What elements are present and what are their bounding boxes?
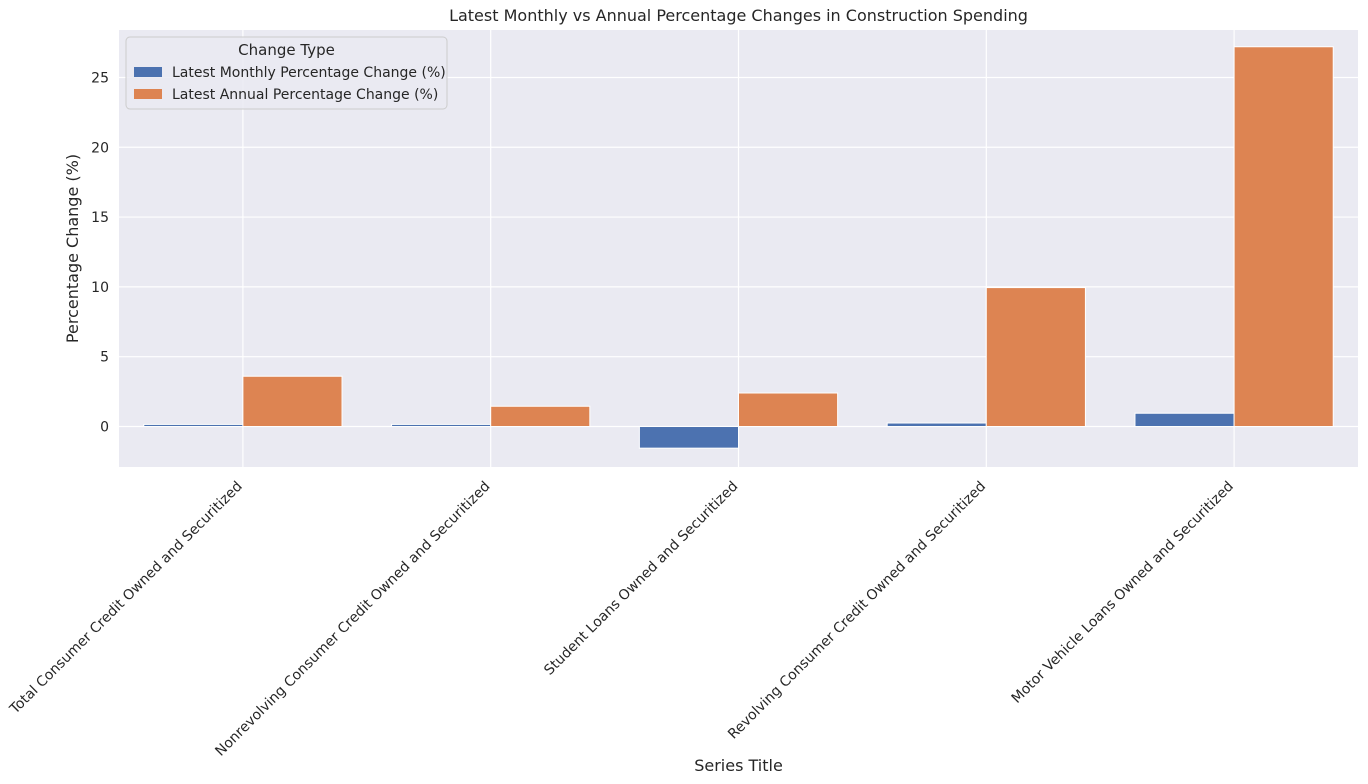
legend-label: Latest Monthly Percentage Change (%) xyxy=(172,65,446,81)
y-tick-label: 5 xyxy=(100,350,109,366)
y-tick-label: 25 xyxy=(91,70,109,86)
bar-annual xyxy=(738,392,839,428)
legend-swatch xyxy=(134,67,162,77)
y-tick-labels: 0 5 10 15 20 25 xyxy=(91,70,109,435)
bar-monthly xyxy=(638,426,740,449)
legend: Change Type Latest Monthly Percentage Ch… xyxy=(125,36,448,110)
bar-annual xyxy=(1233,46,1334,428)
bar-monthly xyxy=(391,423,492,428)
x-tick-label: Total Consumer Credit Owned and Securiti… xyxy=(6,479,245,718)
y-tick-label: 10 xyxy=(91,280,109,296)
legend-title: Change Type xyxy=(238,41,335,59)
bar-annual xyxy=(985,287,1086,428)
bar-annual xyxy=(490,405,591,428)
y-tick-label: 0 xyxy=(100,420,109,436)
legend-box xyxy=(125,36,448,110)
x-tick-labels: Total Consumer Credit Owned and Securiti… xyxy=(6,479,1237,760)
bars xyxy=(143,46,1334,449)
x-tick-label: Revolving Consumer Credit Owned and Secu… xyxy=(725,479,989,743)
bar-monthly xyxy=(143,423,244,428)
y-tick-label: 20 xyxy=(91,140,109,156)
x-axis-label: Series Title xyxy=(694,756,783,775)
x-tick-label: Nonrevolving Consumer Credit Owned and S… xyxy=(212,479,493,760)
legend-label: Latest Annual Percentage Change (%) xyxy=(172,87,438,103)
x-tick-label: Student Loans Owned and Securitized xyxy=(541,479,741,679)
bar-annual xyxy=(242,375,343,428)
bar-monthly xyxy=(886,422,987,428)
y-tick-label: 15 xyxy=(91,210,109,226)
bar-monthly xyxy=(1134,412,1235,428)
y-axis-label: Percentage Change (%) xyxy=(63,154,82,343)
legend-swatch xyxy=(134,89,162,99)
x-tick-label: Motor Vehicle Loans Owned and Securitize… xyxy=(1009,479,1237,707)
chart-title: Latest Monthly vs Annual Percentage Chan… xyxy=(449,6,1028,25)
